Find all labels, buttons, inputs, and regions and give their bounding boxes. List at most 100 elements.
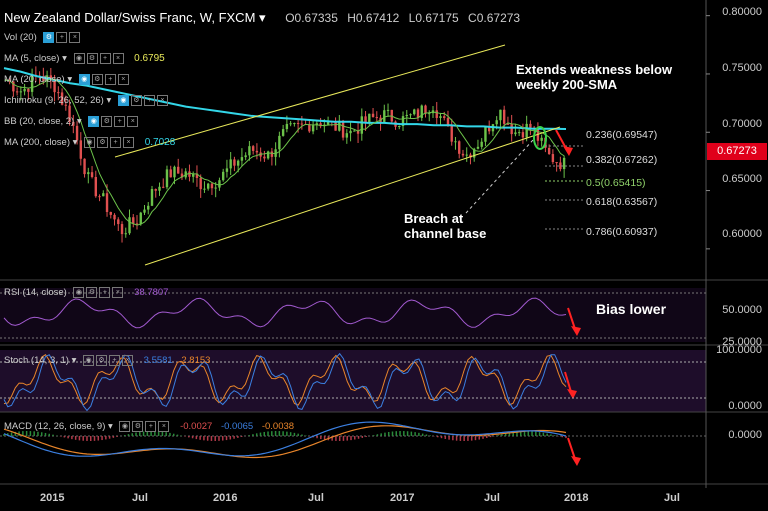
indicator-bb[interactable]: BB (20, close, 2) ▾ ◉ ⚙ + × bbox=[4, 116, 140, 127]
add-icon[interactable]: + bbox=[56, 32, 68, 43]
candle-body bbox=[401, 116, 405, 127]
candle-body bbox=[158, 186, 161, 191]
indicator-label: MA (200, close) bbox=[4, 137, 70, 149]
price-tick: 0.75000 bbox=[722, 62, 762, 74]
candle-body bbox=[450, 124, 453, 142]
candle-body bbox=[383, 110, 386, 122]
candle-body bbox=[521, 132, 525, 138]
eye-icon[interactable]: ◉ bbox=[88, 116, 100, 127]
candle-body bbox=[353, 130, 356, 132]
candle-body bbox=[502, 109, 506, 124]
add-icon[interactable]: + bbox=[114, 116, 126, 127]
candle-body bbox=[255, 150, 259, 153]
candle-body bbox=[154, 189, 157, 191]
candle-body bbox=[139, 212, 142, 225]
candle-body bbox=[221, 171, 225, 181]
candle-body bbox=[371, 113, 375, 118]
settings-icon[interactable]: ⚙ bbox=[101, 116, 113, 127]
close-icon[interactable]: × bbox=[156, 95, 168, 106]
settings-icon[interactable]: ⚙ bbox=[97, 137, 109, 148]
candle-body bbox=[540, 137, 543, 141]
candle-body bbox=[12, 81, 15, 92]
candle-body bbox=[53, 79, 56, 93]
candle-body bbox=[57, 92, 60, 94]
price-tick: 0.60000 bbox=[722, 228, 762, 240]
indicator-ma20[interactable]: MA (20, close) ▾ ◉ ⚙ + × bbox=[4, 74, 131, 85]
indicator-ichimoku[interactable]: Ichimoku (9, 26, 52, 26) ▾ ◉ ⚙ + × bbox=[4, 95, 170, 106]
settings-icon[interactable]: ⚙ bbox=[86, 53, 98, 64]
candle-body bbox=[525, 123, 528, 138]
candle-body bbox=[289, 123, 292, 125]
candle-body bbox=[147, 205, 150, 210]
close-icon[interactable]: × bbox=[112, 53, 124, 64]
close-icon[interactable]: × bbox=[117, 74, 129, 85]
add-icon[interactable]: + bbox=[99, 287, 111, 298]
settings-icon[interactable]: ⚙ bbox=[130, 95, 142, 106]
add-icon[interactable]: + bbox=[104, 74, 116, 85]
candle-body bbox=[315, 123, 319, 126]
settings-icon[interactable]: ⚙ bbox=[96, 355, 108, 366]
eye-icon[interactable]: ◉ bbox=[78, 74, 90, 85]
eye-icon[interactable]: ◉ bbox=[84, 137, 96, 148]
candle-body bbox=[75, 125, 79, 141]
x-tick: 2018 bbox=[564, 492, 589, 504]
settings-icon[interactable]: ⚙ bbox=[91, 74, 103, 85]
candle-body bbox=[199, 178, 202, 190]
candle-body bbox=[345, 133, 349, 138]
chevron-down-icon[interactable]: ▾ bbox=[259, 10, 266, 25]
close-icon[interactable]: × bbox=[123, 137, 135, 148]
ma20-line bbox=[5, 78, 565, 226]
candle-body bbox=[435, 110, 438, 118]
candle-body bbox=[113, 214, 116, 220]
candle-body bbox=[281, 129, 285, 136]
add-icon[interactable]: + bbox=[143, 95, 155, 106]
add-icon[interactable]: + bbox=[109, 355, 121, 366]
close-value: C0.67273 bbox=[468, 11, 521, 25]
candle-body bbox=[188, 171, 191, 177]
settings-icon[interactable]: ⚙ bbox=[86, 287, 98, 298]
close-icon[interactable]: × bbox=[122, 355, 134, 366]
stoch-tick: 0.0000 bbox=[728, 400, 762, 412]
stoch-header[interactable]: Stoch (14, 3, 1) ▾ ◉ ⚙ + × 3.5581 2.8153 bbox=[4, 355, 211, 367]
close-icon[interactable]: × bbox=[127, 116, 139, 127]
eye-icon[interactable]: ◉ bbox=[119, 421, 131, 432]
candle-body bbox=[240, 157, 244, 161]
candle-body bbox=[278, 135, 281, 150]
annotation-line: Breach at bbox=[404, 211, 464, 226]
current-price-badge: 0.67273 bbox=[707, 143, 767, 160]
stoch-d-value: 2.8153 bbox=[181, 355, 211, 367]
indicator-ma200[interactable]: MA (200, close) ▾ ◉ ⚙ + × 0.7028 bbox=[4, 137, 176, 149]
x-tick: Jul bbox=[132, 492, 148, 504]
add-icon[interactable]: + bbox=[99, 53, 111, 64]
price-tick: 0.70000 bbox=[722, 118, 762, 130]
close-icon[interactable]: × bbox=[112, 287, 124, 298]
ma200-line bbox=[3, 67, 567, 130]
candle-body bbox=[177, 166, 180, 174]
eye-icon[interactable]: ◉ bbox=[73, 53, 85, 64]
close-icon[interactable]: × bbox=[158, 421, 170, 432]
eye-icon[interactable]: ◉ bbox=[73, 287, 85, 298]
add-icon[interactable]: + bbox=[145, 421, 157, 432]
annotation-line: weekly 200-SMA bbox=[516, 77, 618, 92]
candle-body bbox=[476, 146, 480, 149]
symbol-title[interactable]: New Zealand Dollar/Swiss Franc, W, FXCM bbox=[4, 10, 256, 25]
macd-header[interactable]: MACD (12, 26, close, 9) ▾ ◉ ⚙ + × -0.0027 -… bbox=[4, 421, 295, 433]
eye-icon[interactable]: ◉ bbox=[83, 355, 95, 366]
eye-icon[interactable]: ◉ bbox=[117, 95, 129, 106]
indicator-ma5[interactable]: MA (5, close) ▾ ◉ ⚙ + × 0.6795 bbox=[4, 53, 165, 65]
fib-label-0786: 0.786(0.60937) bbox=[586, 226, 658, 238]
indicator-vol[interactable]: Vol (20) ⚙ + × bbox=[4, 32, 82, 43]
close-icon[interactable]: × bbox=[69, 32, 81, 43]
candle-body bbox=[510, 123, 513, 135]
fib-label-05: 0.5(0.65415) bbox=[586, 177, 646, 189]
rsi-header[interactable]: RSI (14, close) ◉ ⚙ + × 38.7807 bbox=[4, 287, 168, 298]
rsi-tick: 50.0000 bbox=[722, 304, 762, 316]
settings-icon[interactable]: ⚙ bbox=[43, 32, 55, 43]
candle-body bbox=[293, 123, 296, 125]
add-icon[interactable]: + bbox=[110, 137, 122, 148]
candle-body bbox=[27, 88, 30, 92]
stoch-band bbox=[0, 350, 706, 412]
settings-icon[interactable]: ⚙ bbox=[132, 421, 144, 432]
macd-signal-line bbox=[3, 425, 567, 459]
breach-annotation: Breach at channel base bbox=[404, 211, 486, 241]
